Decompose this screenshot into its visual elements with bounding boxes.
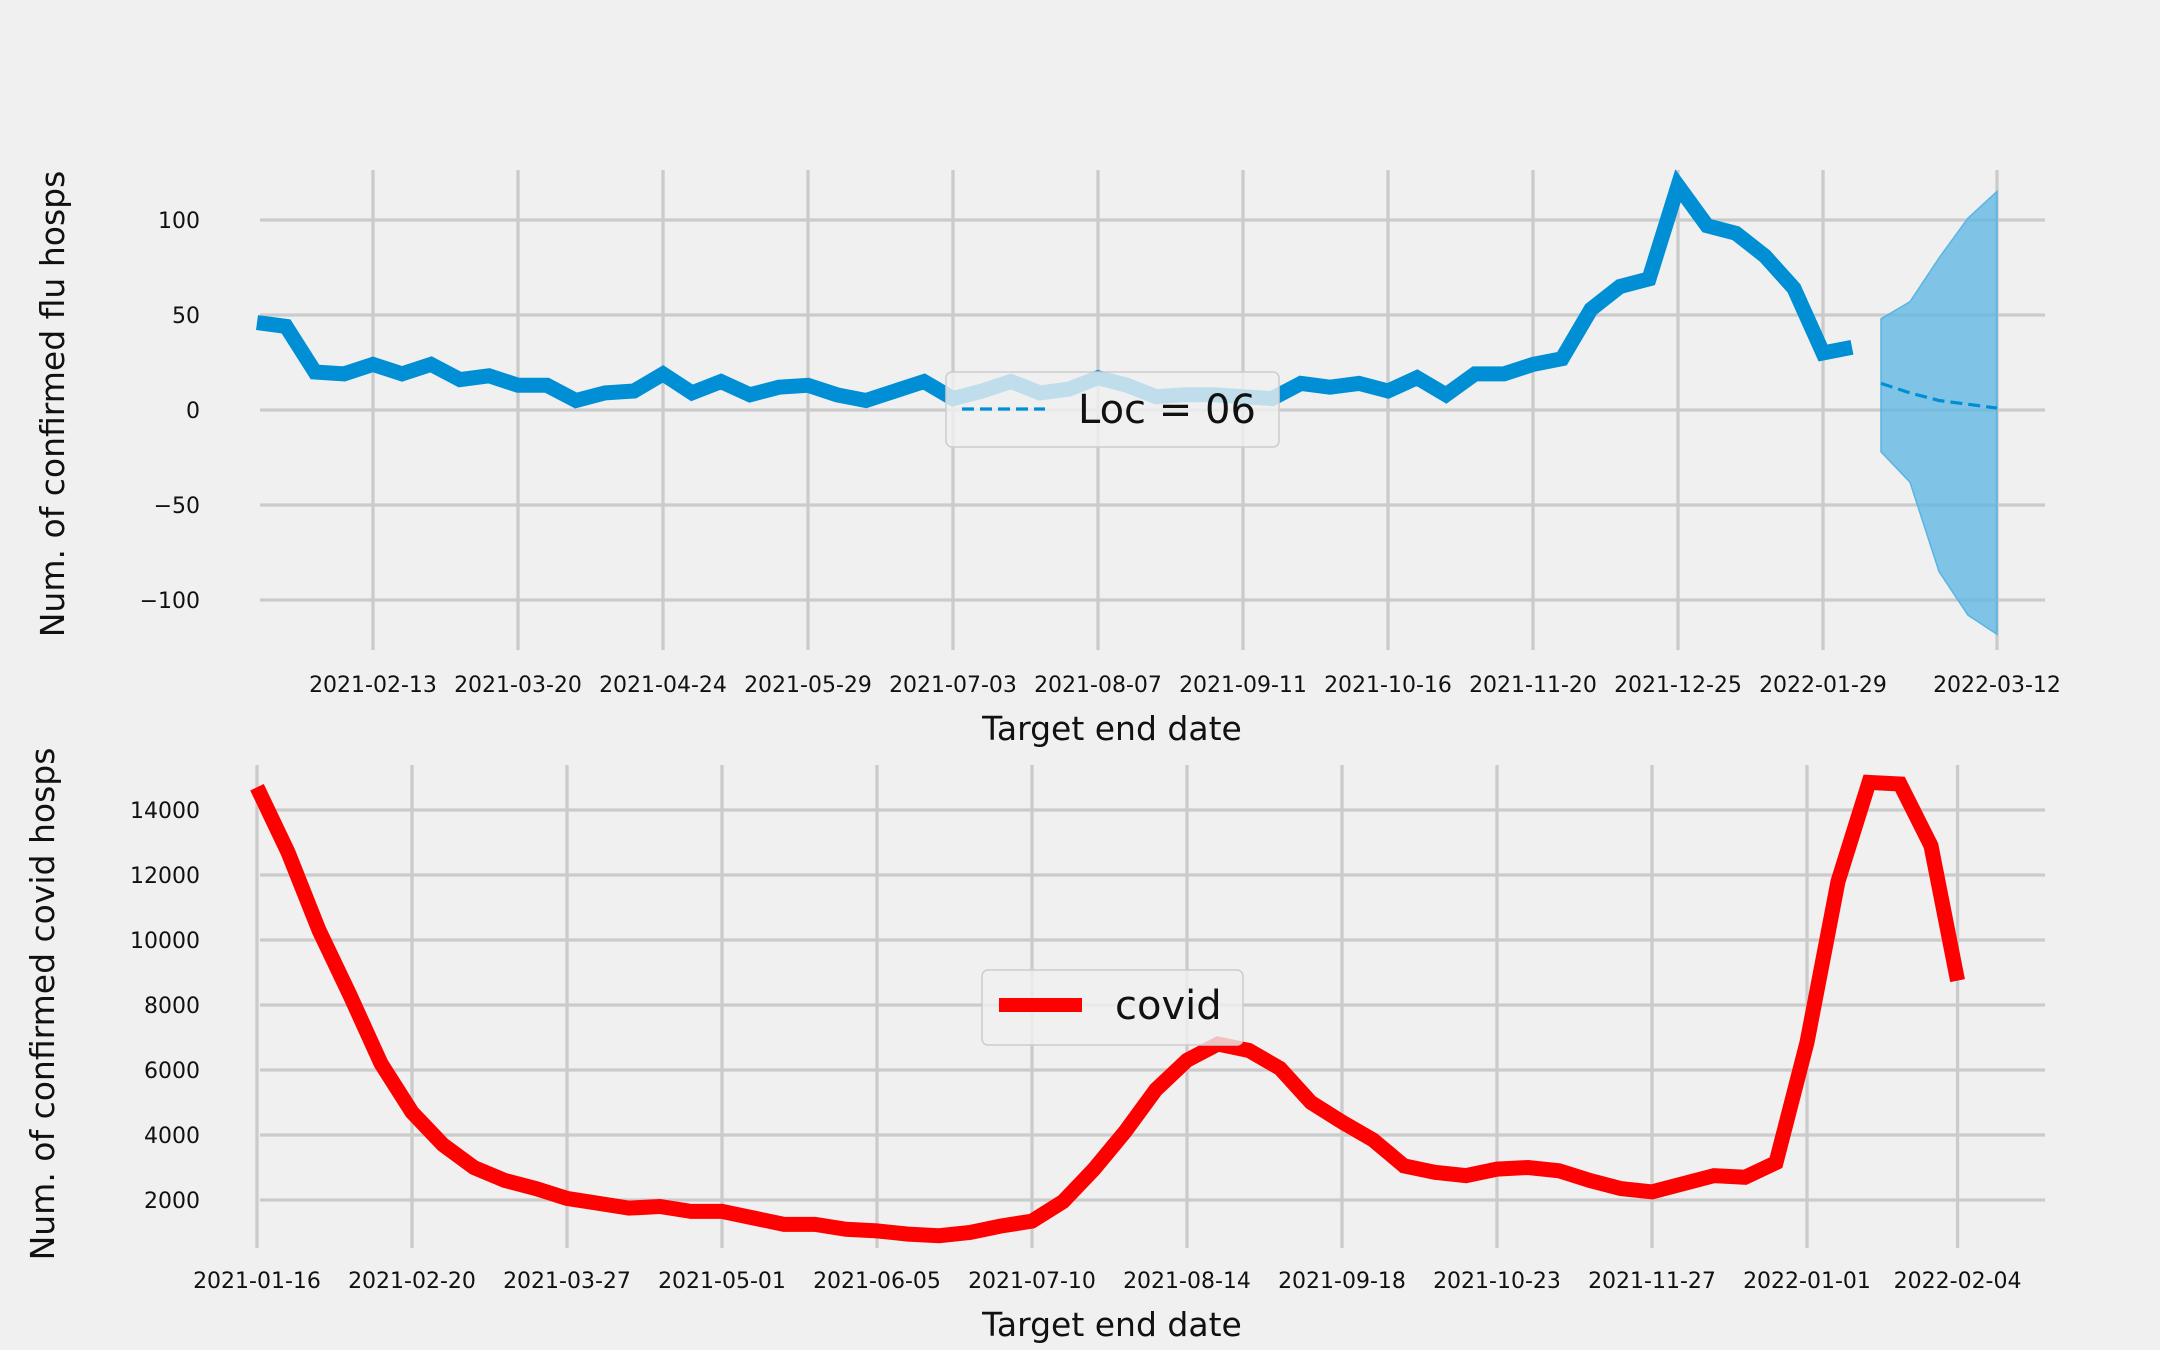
covid-x-tick-label: 2021-05-01 — [658, 1269, 786, 1294]
flu-y-tick-label: 0 — [186, 399, 200, 424]
covid-x-tick-label: 2021-08-14 — [1123, 1269, 1251, 1294]
flu-y-tick-label: 50 — [172, 304, 200, 329]
covid-y-tick-label: 12000 — [130, 864, 200, 889]
covid-x-tick-label: 2021-07-10 — [968, 1269, 1096, 1294]
covid-y-tick-label: 6000 — [144, 1059, 200, 1084]
flu-y-tick-labels: 100 50 0 −50 −100 — [140, 209, 200, 614]
flu-x-axis-label: Target end date — [981, 709, 1242, 748]
covid-x-tick-label: 2022-02-04 — [1894, 1269, 2022, 1294]
flu-x-tick-label: 2021-10-16 — [1324, 673, 1452, 698]
flu-y-tick-label: −50 — [154, 494, 200, 519]
flu-legend-box — [945, 371, 1280, 448]
covid-legend: covid — [981, 969, 1244, 1046]
flu-y-tick-label: −100 — [140, 589, 200, 614]
covid-y-tick-label: 4000 — [144, 1124, 200, 1149]
flu-x-tick-label: 2021-05-29 — [744, 673, 872, 698]
covid-x-tick-label: 2021-09-18 — [1278, 1269, 1406, 1294]
covid-x-tick-label: 2021-10-23 — [1433, 1269, 1561, 1294]
covid-legend-box — [981, 969, 1244, 1046]
flu-x-tick-label: 2021-11-20 — [1469, 673, 1597, 698]
flu-forecast-interval — [1880, 189, 1998, 636]
flu-forecast-median-line — [1880, 381, 1998, 410]
covid-y-tick-label: 8000 — [144, 994, 200, 1019]
flu-x-tick-label: 2021-12-25 — [1614, 673, 1742, 698]
covid-legend-label: covid — [1115, 983, 1222, 1029]
flu-x-tick-label: 2021-04-24 — [599, 673, 727, 698]
covid-chart: 2000 4000 6000 8000 10000 12000 14000 2021-01-… — [23, 748, 2045, 1344]
covid-x-tick-label: 2022-01-01 — [1743, 1269, 1871, 1294]
covid-y-tick-label: 14000 — [130, 799, 200, 824]
flu-x-tick-label: 2021-09-11 — [1179, 673, 1307, 698]
flu-x-tick-label: 2021-02-13 — [309, 673, 437, 698]
covid-x-tick-label: 2021-03-27 — [503, 1269, 631, 1294]
flu-x-tick-label: 2022-01-29 — [1759, 673, 1887, 698]
flu-legend: Loc = 06 — [945, 371, 1280, 448]
covid-x-tick-label: 2021-01-16 — [193, 1269, 321, 1294]
covid-y-tick-labels: 2000 4000 6000 8000 10000 12000 14000 — [130, 799, 200, 1214]
flu-x-tick-label: 2021-07-03 — [889, 673, 1017, 698]
flu-y-tick-label: 100 — [158, 209, 200, 234]
flu-x-tick-labels: 2021-02-13 2021-03-20 2021-04-24 2021-05-29… — [309, 673, 2061, 698]
flu-x-tick-label: 2021-03-20 — [454, 673, 582, 698]
covid-x-tick-label: 2021-11-27 — [1588, 1269, 1716, 1294]
flu-legend-label: Loc = 06 — [1078, 387, 1256, 433]
covid-x-axis-label: Target end date — [981, 1305, 1242, 1344]
flu-y-axis-label: Num. of confirmed flu hosps — [33, 171, 72, 638]
covid-series — [250, 774, 1965, 1244]
covid-y-tick-label: 10000 — [130, 929, 200, 954]
covid-x-tick-label: 2021-02-20 — [348, 1269, 476, 1294]
covid-x-tick-label: 2021-06-05 — [813, 1269, 941, 1294]
covid-y-axis-label: Num. of confirmed covid hosps — [23, 748, 62, 1261]
covid-x-tick-labels: 2021-01-16 2021-02-20 2021-03-27 2021-05-01… — [193, 1269, 2021, 1294]
flu-x-tick-label: 2022-03-12 — [1933, 673, 2061, 698]
flu-x-tick-label: 2021-08-07 — [1034, 673, 1162, 698]
covid-y-tick-label: 2000 — [144, 1189, 200, 1214]
covid-series-line — [250, 774, 1965, 1244]
